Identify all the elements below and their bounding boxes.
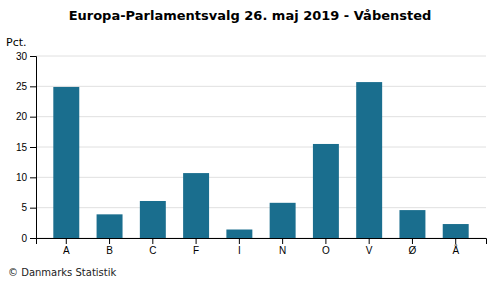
tick: 0 [21,233,36,244]
tick-label: 30 [16,51,28,62]
tick-mark [239,238,240,244]
bar [140,201,166,238]
tick: 5 [21,202,36,213]
axis-line [30,57,37,239]
tick-mark [196,238,197,244]
tick-label: 10 [16,172,28,183]
plot: Pct. 0 5 10 15 20 25 30 A B C F I N O V Ø Å [6,36,487,256]
bar [443,224,469,238]
bar [313,144,339,238]
tick-label: C [149,245,156,256]
grid-line [36,86,486,87]
tick-label: A [63,245,70,256]
tick-mark [30,147,36,148]
tick-label: F [193,245,199,256]
grid-line [36,116,486,117]
tick-label: O [322,245,330,256]
tick-label: 25 [16,81,28,92]
tick-mark [30,86,36,87]
tick-mark [30,238,36,239]
tick: Å [452,238,459,256]
y-axis: 0 5 10 15 20 25 30 [16,51,37,244]
tick-mark [455,238,456,244]
tick: V [366,238,373,256]
bar [270,203,296,238]
y-axis-label: Pct. [6,36,27,49]
tick: Ø [409,238,417,256]
tick-mark [325,238,326,244]
tick-label: B [106,245,113,256]
tick: O [322,238,330,256]
tick-mark [109,238,110,244]
tick-mark [30,117,36,118]
grid [36,56,486,238]
tick-label: I [238,245,241,256]
tick: C [149,238,156,256]
bar [183,173,209,238]
bar [53,87,79,238]
tick-label: 5 [21,202,27,213]
tick-mark [412,238,413,244]
tick-label: 20 [16,111,28,122]
grid-line [36,147,486,148]
chart: Europa-Parlamentsvalg 26. maj 2019 - Våb… [0,0,500,282]
bar [97,214,123,238]
tick-mark [66,238,67,244]
tick: I [238,238,241,256]
tick: 15 [16,142,36,153]
tick-mark [152,238,153,244]
tick: 10 [16,172,36,183]
tick: 25 [16,81,36,92]
grid-line [36,207,486,208]
bar [226,230,252,238]
grid-line [36,56,486,57]
tick-mark [30,208,36,209]
bar [399,210,425,238]
axis-line [37,239,487,245]
tick-label: V [366,245,373,256]
tick-label: 0 [21,233,27,244]
tick-label: Ø [409,245,417,256]
tick-mark [369,238,370,244]
tick: A [63,238,70,256]
tick-mark [30,177,36,178]
bar [356,82,382,238]
tick: N [279,238,286,256]
tick-mark [282,238,283,244]
footer: © Danmarks Statistik [8,267,117,278]
tick-label: 15 [16,142,28,153]
tick-label: Å [452,244,459,256]
grid-line [36,177,486,178]
x-axis: ABCFINOVØÅ [37,238,487,256]
tick: 20 [16,111,36,122]
tick: 30 [16,51,36,62]
title: Europa-Parlamentsvalg 26. maj 2019 - Våb… [69,8,432,23]
bars [53,82,468,238]
tick: B [106,238,113,256]
tick-label: N [279,245,286,256]
tick: F [193,238,199,256]
tick-mark [30,56,36,57]
